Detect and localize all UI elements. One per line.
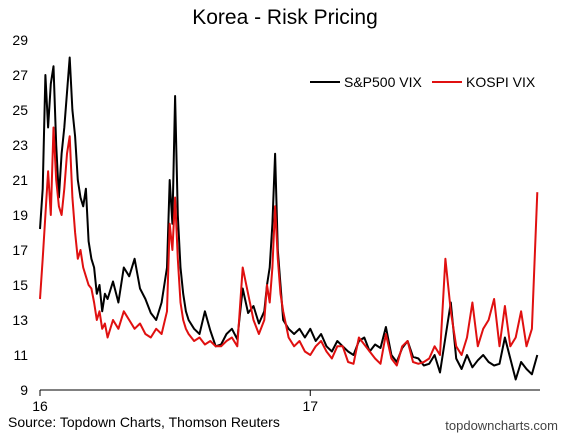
x-axis: 16 17 bbox=[32, 389, 540, 414]
y-tick-label: 11 bbox=[13, 347, 28, 363]
y-tick-label: 9 bbox=[20, 382, 28, 398]
y-tick-label: 13 bbox=[12, 312, 28, 328]
legend: S&P500 VIX KOSPI VIX bbox=[310, 74, 536, 90]
legend-label: KOSPI VIX bbox=[466, 74, 536, 90]
y-tick-label: 29 bbox=[12, 32, 28, 48]
y-axis-ticks: 9 11 13 15 17 19 21 23 25 27 29 bbox=[12, 32, 28, 398]
y-tick-label: 23 bbox=[12, 137, 28, 153]
y-tick-label: 15 bbox=[12, 277, 28, 293]
y-tick-label: 21 bbox=[12, 172, 28, 188]
y-tick-label: 19 bbox=[12, 207, 28, 223]
legend-label: S&P500 VIX bbox=[344, 74, 422, 90]
y-tick-label: 17 bbox=[12, 242, 28, 258]
source-note: Source: Topdown Charts, Thomson Reuters bbox=[8, 414, 280, 430]
y-tick-label: 25 bbox=[12, 102, 28, 118]
chart-title: Korea - Risk Pricing bbox=[192, 6, 378, 29]
y-tick-label: 27 bbox=[12, 67, 28, 83]
series-lines bbox=[39, 56, 539, 381]
brand-url: topdowncharts.com bbox=[445, 418, 558, 433]
x-tick-label: 16 bbox=[32, 398, 48, 414]
series-line-0 bbox=[39, 56, 539, 381]
x-tick-label: 17 bbox=[302, 398, 318, 414]
series-line-1 bbox=[39, 126, 539, 367]
